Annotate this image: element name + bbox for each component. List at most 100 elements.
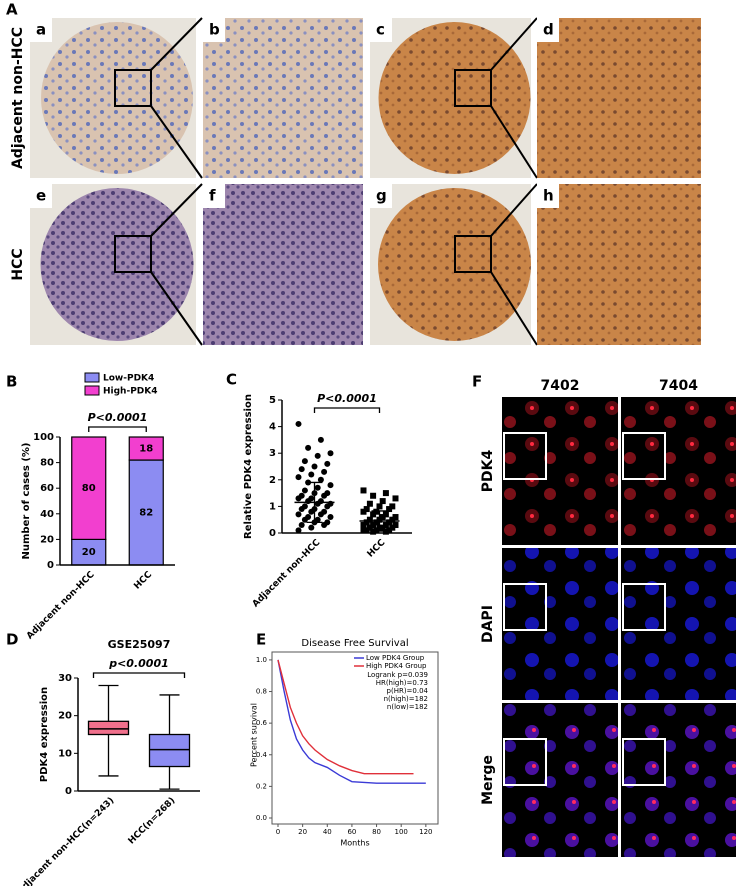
- panel-label: C: [226, 371, 237, 389]
- zoom-line: [490, 105, 538, 179]
- data-point: [370, 522, 377, 529]
- image-frame: [203, 18, 363, 178]
- data-point: [314, 452, 321, 459]
- inset-box: [622, 738, 666, 786]
- image-letter: f: [209, 187, 216, 205]
- y-tick-label: 0.8: [256, 688, 267, 696]
- data-point: [370, 492, 377, 499]
- data-point: [317, 436, 324, 443]
- zoom-box: [454, 235, 492, 273]
- significance-bracket: [92, 672, 186, 678]
- zoom-line: [490, 17, 538, 71]
- micrograph: [621, 548, 736, 700]
- data-point: [301, 516, 308, 523]
- data-point: [305, 498, 312, 505]
- data-point: [386, 506, 393, 513]
- value-label: 20: [82, 547, 96, 558]
- letter-box: [30, 184, 52, 208]
- plot-frame: [271, 651, 439, 825]
- data-point: [311, 463, 318, 470]
- data-point: [389, 524, 396, 531]
- image-frame: [537, 184, 701, 345]
- value-label: 82: [139, 508, 153, 519]
- micrograph: [502, 703, 618, 857]
- data-point: [382, 490, 389, 497]
- column-label: 7402: [541, 378, 580, 394]
- row-label: HCC: [10, 248, 26, 280]
- legend-swatch: [84, 372, 100, 383]
- tissue-core: [40, 188, 194, 341]
- data-point: [386, 527, 393, 534]
- y-tick-label: 1.0: [256, 656, 267, 664]
- data-point: [373, 527, 380, 534]
- data-point: [386, 519, 393, 526]
- image-letter: e: [36, 187, 46, 205]
- chart-title: GSE25097: [108, 638, 171, 651]
- y-tick-label: 40: [40, 509, 54, 520]
- image-letter: h: [543, 187, 554, 205]
- x-tick-label: 0: [276, 828, 280, 836]
- micrograph: [621, 703, 736, 857]
- data-point: [389, 503, 396, 510]
- y-axis-label: Relative PDK4 expression: [243, 394, 254, 539]
- y-tick-label: 0: [269, 528, 276, 539]
- letter-box: [370, 184, 392, 208]
- data-point: [327, 450, 334, 457]
- zoom-line: [150, 183, 203, 237]
- data-point: [327, 482, 334, 489]
- x-tick-label: 100: [395, 828, 408, 836]
- zoom-line: [150, 271, 203, 346]
- inset-box: [503, 738, 547, 786]
- inset-box: [622, 432, 666, 480]
- annotation: n(high)=182: [384, 695, 428, 703]
- data-point: [295, 527, 302, 534]
- legend-swatch: [84, 385, 100, 396]
- image-frame: [203, 184, 363, 345]
- data-point: [373, 519, 380, 526]
- bar-segment: [128, 459, 164, 566]
- data-point: [321, 468, 328, 475]
- annotation: HR(high)=0.73: [376, 679, 428, 687]
- data-point: [382, 522, 389, 529]
- whisker: [98, 684, 119, 722]
- y-tick-label: 5: [269, 395, 276, 406]
- x-tick-label: 40: [323, 828, 332, 836]
- data-point: [301, 458, 308, 465]
- data-point: [366, 516, 373, 523]
- data-point: [389, 516, 396, 523]
- data-point: [360, 487, 367, 494]
- p-value: P<0.0001: [317, 392, 377, 405]
- letter-box: [537, 18, 559, 42]
- row-label: DAPI: [480, 605, 496, 643]
- annotation: n(low)=182: [387, 703, 428, 711]
- data-point: [324, 503, 331, 510]
- bar-segment: [128, 436, 164, 461]
- whisker: [98, 734, 119, 777]
- data-point: [363, 506, 370, 513]
- legend-label: High PDK4 Group: [366, 662, 427, 670]
- tissue-core: [41, 22, 193, 174]
- data-point: [298, 506, 305, 513]
- y-tick-label: 0.4: [256, 751, 268, 759]
- data-point: [295, 495, 302, 502]
- zoom-line: [150, 105, 203, 179]
- y-tick-label: 10: [58, 748, 72, 759]
- x-tick-label: adjacent non-HCC(n=243): [16, 796, 116, 886]
- y-tick-label: 0.2: [256, 782, 267, 790]
- survival-curve: [277, 659, 414, 775]
- y-tick-label: 20: [40, 534, 54, 545]
- y-tick-label: 0.0: [256, 814, 267, 822]
- y-axis-label: PDK4 expression: [39, 687, 50, 782]
- data-point: [382, 511, 389, 518]
- letter-box: [370, 18, 392, 42]
- zoom-line: [490, 183, 538, 237]
- data-point: [379, 498, 386, 505]
- y-tick-label: 80: [40, 458, 54, 469]
- y-axis-label: Number of cases (%): [21, 443, 32, 560]
- inset-box: [622, 583, 666, 631]
- data-point: [370, 511, 377, 518]
- data-point: [314, 484, 321, 491]
- panel-label: F: [472, 373, 482, 391]
- data-point: [363, 527, 370, 534]
- image-letter: d: [543, 21, 554, 39]
